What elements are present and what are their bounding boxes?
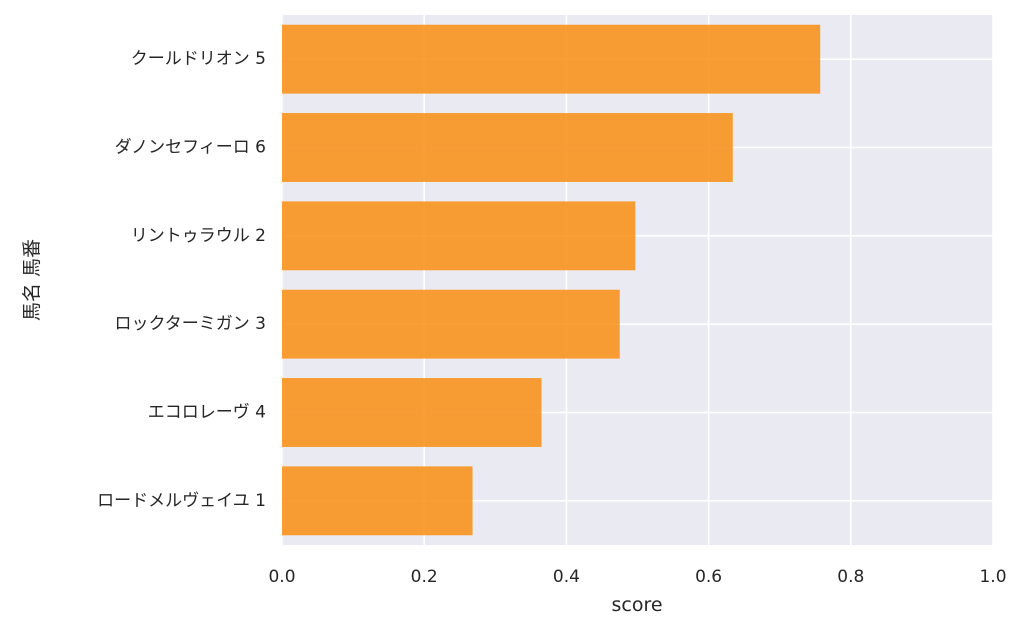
y-axis-title: 馬名 馬番 <box>21 239 43 321</box>
y-tick-label-3: ロックターミガン 3 <box>114 314 266 334</box>
x-tick-label-0: 0.0 <box>268 567 295 587</box>
y-tick-label-2: リントゥラウル 2 <box>131 226 266 246</box>
y-tick-label-0: クールドリオン 5 <box>131 49 266 69</box>
bar-0 <box>282 24 821 94</box>
x-tick-labels: 0.0 0.2 0.4 0.6 0.8 1.0 <box>268 567 1006 587</box>
bar-3 <box>282 289 620 359</box>
x-tick-label-2: 0.4 <box>553 567 580 587</box>
plot-background <box>282 15 993 545</box>
y-tick-label-5: ロードメルヴェイユ 1 <box>97 491 266 511</box>
bar-4 <box>282 378 542 447</box>
bar-2 <box>282 201 636 271</box>
x-tick-label-1: 0.2 <box>411 567 438 587</box>
bar-5 <box>282 466 473 536</box>
x-tick-label-4: 0.8 <box>837 567 864 587</box>
y-tick-label-4: エコロレーヴ 4 <box>148 403 266 423</box>
y-tick-label-1: ダノンセフィーロ 6 <box>115 138 266 158</box>
bars <box>282 24 821 536</box>
bar-1 <box>282 113 733 182</box>
y-tick-labels: クールドリオン 5 ダノンセフィーロ 6 リントゥラウル 2 ロックターミガン 3 エコ… <box>97 49 266 511</box>
x-tick-label-3: 0.6 <box>695 567 722 587</box>
x-tick-label-5: 1.0 <box>979 567 1006 587</box>
x-axis-title: score <box>611 594 662 616</box>
